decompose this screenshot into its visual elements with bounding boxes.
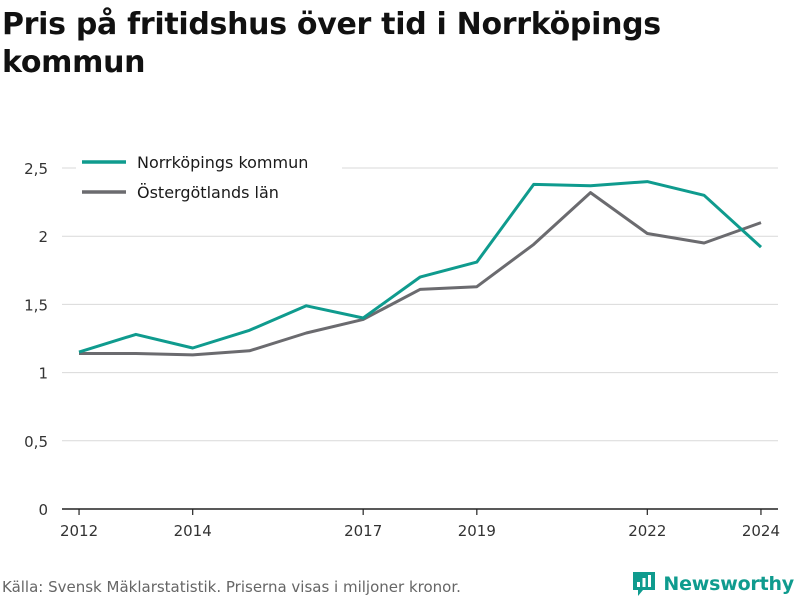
x-tick-label: 2017 xyxy=(344,522,382,540)
y-tick-label: 1,5 xyxy=(24,296,48,314)
x-tick-label: 2012 xyxy=(60,522,98,540)
brand-logo: Newsworthy xyxy=(631,570,794,598)
x-tick-label: 2024 xyxy=(742,522,780,540)
y-tick-label: 0,5 xyxy=(24,433,48,451)
x-tick-label: 2014 xyxy=(174,522,212,540)
legend-label: Östergötlands län xyxy=(137,183,279,202)
x-axis xyxy=(62,509,778,515)
x-tick-label: 2022 xyxy=(628,522,666,540)
brand-name: Newsworthy xyxy=(663,573,794,595)
y-tick-label: 1 xyxy=(38,365,48,383)
gridlines xyxy=(62,168,778,441)
legend: Norrköpings kommun Östergötlands län xyxy=(76,150,342,208)
newsworthy-logo-icon xyxy=(631,570,657,598)
x-axis-tick-labels: 2012 2014 2017 2019 2022 2024 xyxy=(60,522,780,540)
y-tick-label: 2 xyxy=(38,228,48,246)
y-tick-label: 2,5 xyxy=(24,160,48,178)
source-note: Källa: Svensk Mäklarstatistik. Priserna … xyxy=(2,578,461,596)
y-axis-tick-labels: 0 0,5 1 1,5 2 2,5 xyxy=(24,160,48,519)
series-line--sterg-tlands-l-n xyxy=(79,193,761,355)
y-tick-label: 0 xyxy=(38,501,48,519)
x-tick-label: 2019 xyxy=(458,522,496,540)
legend-label: Norrköpings kommun xyxy=(137,153,308,172)
line-chart: 0 0,5 1 1,5 2 2,5 2012 2014 2017 2019 2022 2024 No… xyxy=(0,0,800,600)
